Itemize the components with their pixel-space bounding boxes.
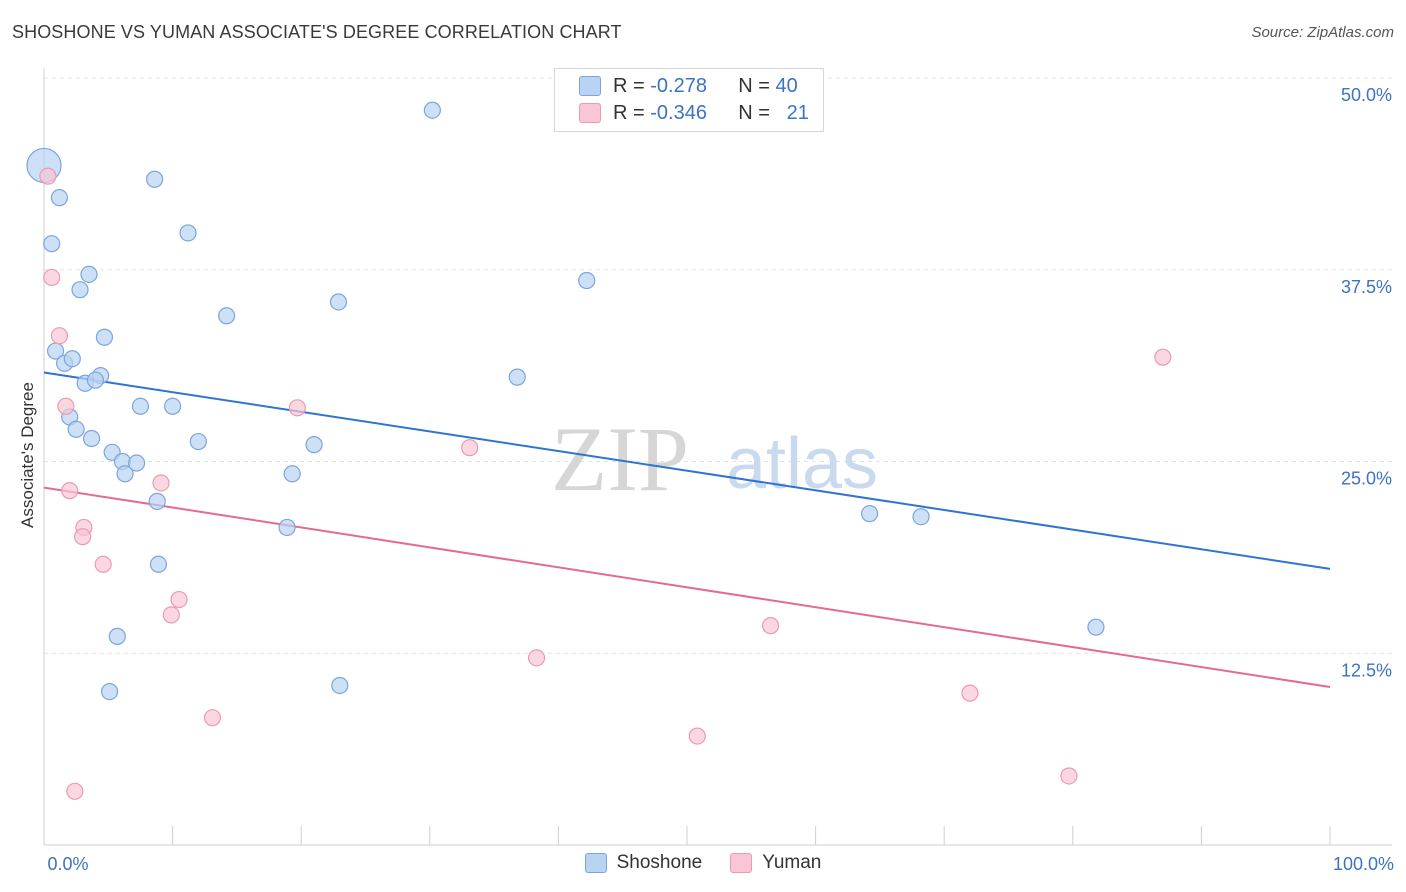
correlation-legend: R = -0.278 N = 40 R = -0.346 N = 21	[554, 68, 824, 132]
shoshone-point	[145, 170, 164, 188]
shoshone-point	[82, 429, 101, 448]
shoshone-point	[1087, 618, 1105, 636]
legend-item-shoshone[interactable]: Shoshone	[584, 852, 703, 874]
trend-layer	[43, 371, 1331, 688]
shoshone-point	[86, 371, 105, 389]
legend-label: Shoshone	[616, 852, 703, 873]
yuman-point	[43, 268, 61, 287]
watermark-atlas: atlas	[726, 424, 878, 504]
yuman-point	[39, 167, 57, 185]
x-tick-label: 0.0%	[47, 854, 88, 874]
shoshone-point	[331, 676, 349, 695]
shoshone-point	[43, 235, 61, 253]
y-tick-label: 25.0%	[1341, 469, 1392, 489]
legend-label: Yuman	[762, 852, 822, 873]
yuman-point	[761, 617, 780, 635]
shoshone-point	[329, 293, 348, 311]
watermark-zip: ZIP	[551, 408, 689, 510]
y-tick-label: 37.5%	[1341, 277, 1392, 297]
yuman-point	[288, 399, 306, 417]
shoshone-point	[63, 350, 81, 368]
n-label: N =	[738, 74, 770, 97]
y-tick-label: 50.0%	[1341, 85, 1392, 105]
shoshone-point	[95, 328, 114, 346]
shoshone-point	[100, 682, 119, 701]
shoshone-point	[508, 368, 526, 386]
shoshone-point	[305, 436, 323, 454]
legend-row-yuman: R = -0.346 N = 21	[579, 100, 809, 126]
yuman-point	[94, 555, 112, 573]
yuman-point	[162, 606, 180, 624]
shoshone-point	[179, 224, 197, 242]
series-legend: Shoshone Yuman	[0, 852, 1406, 874]
source-label: Source: ZipAtlas.com	[1251, 24, 1394, 41]
shoshone-point	[423, 101, 441, 119]
yuman-point	[73, 528, 92, 546]
y-tick-label: 12.5%	[1341, 660, 1392, 680]
grid-layer	[44, 77, 1392, 654]
shoshone-swatch	[584, 853, 607, 873]
x-tick-label: 100.0%	[1333, 854, 1394, 874]
yuman-point	[461, 439, 479, 457]
r-value: -0.278	[650, 74, 707, 97]
yuman-point	[1060, 767, 1078, 785]
yuman-swatch	[730, 853, 753, 873]
r-value: -0.346	[650, 101, 707, 124]
tick-labels: 12.5% 25.0% 37.5% 50.0% 0.0% 100.0%	[47, 85, 1394, 874]
chart-title: SHOSHONE VS YUMAN ASSOCIATE'S DEGREE COR…	[12, 22, 622, 42]
legend-item-yuman[interactable]: Yuman	[730, 852, 821, 874]
shoshone-point	[80, 265, 98, 283]
shoshone-swatch	[579, 76, 601, 96]
yuman-point	[203, 709, 222, 727]
shoshone-point	[164, 397, 182, 415]
yuman-point	[57, 397, 75, 415]
watermark: ZIP atlas	[551, 408, 878, 510]
shoshone-point	[148, 492, 166, 510]
shoshone-point	[108, 627, 126, 645]
shoshone-point	[218, 307, 236, 325]
shoshone-point	[189, 432, 207, 451]
shoshone-point	[861, 505, 879, 523]
yuman-point	[66, 782, 84, 800]
n-value: 21	[786, 101, 809, 124]
shoshone-point	[149, 555, 168, 573]
yuman-point	[961, 684, 979, 702]
n-label: N =	[738, 101, 770, 124]
yuman-point	[152, 474, 170, 492]
yuman-point	[688, 727, 706, 745]
shoshone-point	[912, 508, 930, 526]
yuman-point	[61, 482, 79, 500]
yuman-point	[50, 327, 69, 345]
r-label: R =	[613, 101, 645, 124]
shoshone-point	[116, 465, 134, 483]
axis-layer	[43, 68, 1392, 846]
shoshone-point	[71, 281, 89, 299]
shoshone-point	[67, 420, 85, 438]
shoshone-point	[50, 189, 69, 207]
r-label: R =	[613, 74, 645, 97]
legend-row-shoshone: R = -0.278 N = 40	[579, 73, 798, 99]
yuman-swatch	[579, 103, 601, 123]
yuman-point	[170, 590, 188, 609]
points-layer	[26, 101, 1172, 800]
shoshone-point	[578, 271, 596, 290]
shoshone-point	[131, 397, 150, 415]
yuman-trend-line	[43, 486, 1331, 688]
yuman-point	[527, 649, 546, 667]
shoshone-point	[283, 465, 301, 483]
shoshone-trend-line	[43, 371, 1331, 570]
shoshone-point	[278, 518, 296, 537]
yuman-point	[1154, 348, 1172, 366]
shoshone-point	[127, 454, 146, 472]
n-value: 40	[775, 74, 798, 97]
